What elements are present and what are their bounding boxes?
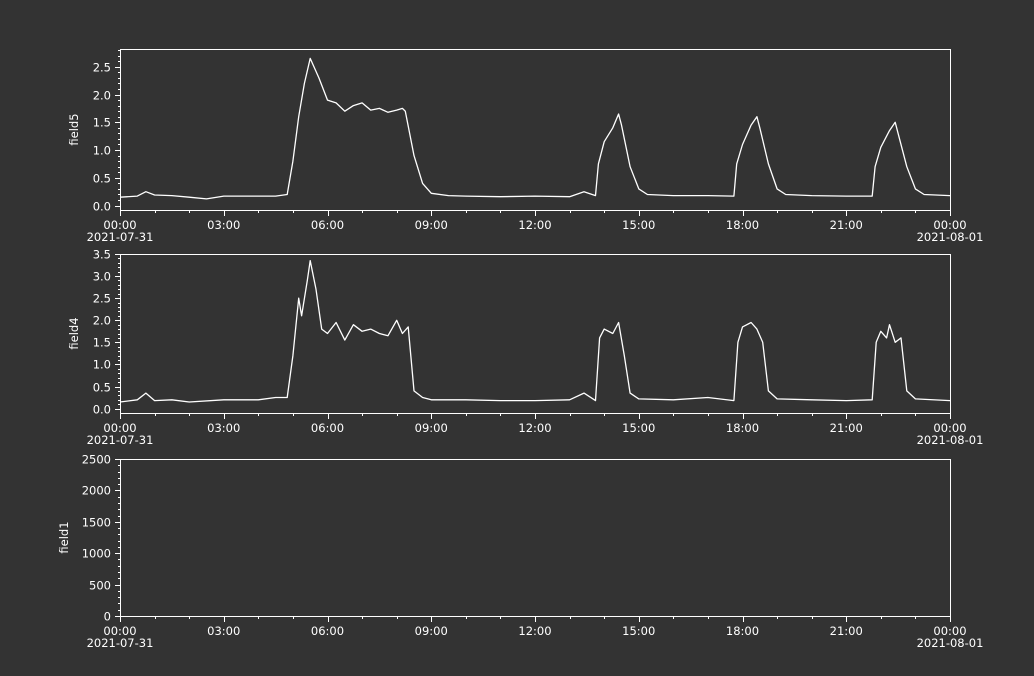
x-tick-label: 12:00 [518,421,551,435]
series-line-1 [119,57,951,200]
chart-panel-1: 0.00.51.01.52.02.5field500:002021-07-310… [67,49,984,244]
y-tick-label: 3.0 [93,270,111,284]
x-date-label: 2021-07-31 [87,636,154,650]
x-tick-label: 12:00 [518,624,551,638]
y-tick-label: 1500 [82,516,111,530]
x-tick-label: 15:00 [622,624,655,638]
x-date-label: 2021-07-31 [87,230,154,244]
x-tick-label: 21:00 [830,218,863,232]
chart-panel-3: 05001000150020002500field100:002021-07-3… [57,453,983,651]
y-tick-label: 500 [89,579,111,593]
x-tick-label: 18:00 [726,421,759,435]
x-date-label: 2021-08-01 [917,230,984,244]
x-tick-label: 00:00 [103,624,136,638]
x-tick-label: 09:00 [415,624,448,638]
y-tick-label: 1.0 [93,144,111,158]
y-tick-label: 0.0 [93,200,111,214]
chart-panel-2: 0.00.51.01.52.02.53.03.5field400:002021-… [67,248,983,448]
y-tick-label: 2500 [82,453,111,467]
x-tick-label: 15:00 [622,218,655,232]
y-axis-label: field4 [67,317,81,349]
x-tick-label: 03:00 [207,218,240,232]
y-tick-label: 1.0 [93,358,111,372]
y-tick-label: 2.0 [93,314,111,328]
x-tick-label: 09:00 [415,421,448,435]
x-date-label: 2021-08-01 [917,636,984,650]
x-tick-label: 12:00 [518,218,551,232]
x-tick-label: 00:00 [933,218,966,232]
series-line-1 [119,259,951,403]
y-tick-label: 0.0 [93,403,111,417]
x-tick-label: 00:00 [933,421,966,435]
y-tick-label: 1.5 [93,336,111,350]
x-tick-label: 09:00 [415,218,448,232]
x-tick-label: 00:00 [103,218,136,232]
x-tick-label: 18:00 [726,624,759,638]
y-tick-label: 2.5 [93,61,111,75]
plot-frame [120,254,951,414]
plot-frame [120,49,951,211]
y-tick-label: 0 [104,610,111,624]
y-tick-label: 2.5 [93,292,111,306]
x-tick-label: 00:00 [933,624,966,638]
y-tick-label: 2.0 [93,89,111,103]
y-tick-label: 0.5 [93,381,111,395]
x-tick-label: 00:00 [103,421,136,435]
x-tick-label: 03:00 [207,421,240,435]
x-tick-label: 03:00 [207,624,240,638]
y-axis-label: field5 [67,113,81,145]
x-date-label: 2021-07-31 [87,433,154,447]
x-tick-label: 21:00 [830,421,863,435]
x-tick-label: 06:00 [311,421,344,435]
y-tick-label: 2000 [82,484,111,498]
y-tick-label: 3.5 [93,248,111,262]
x-tick-label: 15:00 [622,421,655,435]
x-tick-label: 18:00 [726,218,759,232]
x-date-label: 2021-08-01 [917,433,984,447]
x-tick-label: 06:00 [311,218,344,232]
y-axis-label: field1 [57,521,71,553]
x-tick-label: 06:00 [311,624,344,638]
y-tick-label: 1.5 [93,116,111,130]
y-tick-label: 0.5 [93,172,111,186]
y-tick-label: 1000 [82,547,111,561]
x-tick-label: 21:00 [830,624,863,638]
plot-frame [120,459,951,617]
